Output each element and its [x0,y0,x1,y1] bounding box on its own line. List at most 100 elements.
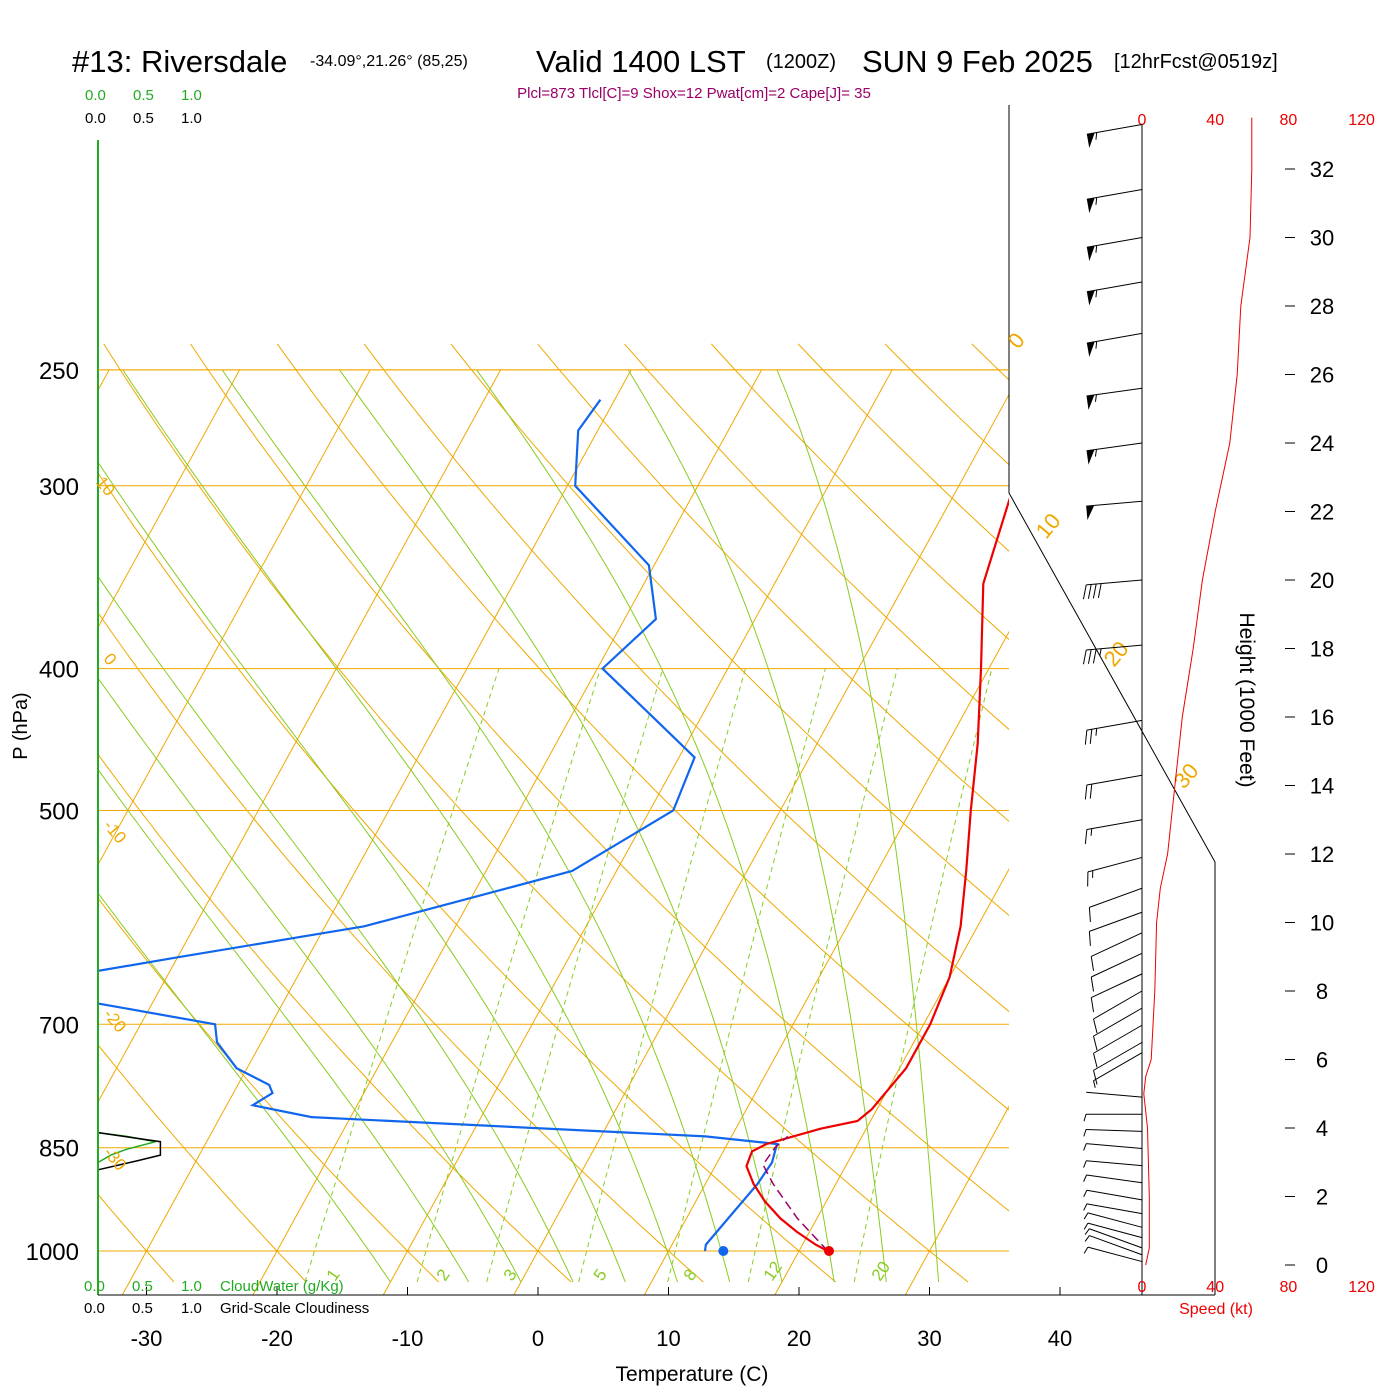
cloud-water-tick-bottom-0: 0.0 [84,1278,105,1295]
y-tick-label: 700 [39,1012,79,1039]
speed-axis-title: Speed (kt) [1179,1301,1253,1318]
dewpoint-profile-line [98,399,779,1252]
wind-barb-shaft [1093,1052,1143,1082]
wind-barb-half-feather [1083,1114,1087,1122]
wind-barb [1090,973,1143,1012]
wind-barb [1082,644,1143,665]
speed-tick-label-top: 120 [1348,112,1375,129]
height-tick-label: 12 [1310,842,1334,867]
mixing-ratio-line [853,668,993,1283]
height-tick-label: 4 [1316,1116,1328,1141]
wind-barb-feather [1084,730,1088,745]
wind-barb [1093,1024,1143,1068]
wind-barb [1083,1160,1143,1168]
height-tick-label: 0 [1316,1253,1328,1278]
dry-adiabat-line [98,1193,175,1283]
wind-barb-shaft [1086,123,1143,135]
wind-barb-half-feather [1083,1160,1087,1168]
moist-adiabat-line [98,461,626,1283]
wind-barb-half-feather [1093,1080,1096,1088]
moist-adiabat-line [776,369,939,1283]
dry-adiabat-line [1319,344,1400,1282]
cloudiness-tick-top-2: 1.0 [181,110,202,127]
mixing-ratio-line [578,668,746,1283]
mixing-ratio-line [486,668,664,1283]
mixing-ratio-label: 5 [590,1266,611,1285]
cloudiness-tick-top-1: 0.5 [133,110,154,127]
height-tick-label: 8 [1316,979,1328,1004]
mixing-ratio-label: 2 [433,1266,454,1285]
moist-adiabat-line [122,369,678,1283]
mixing-ratio-label: 12 [760,1258,786,1284]
dry-adiabat-line [971,343,1009,381]
wind-barb-feather [1088,931,1091,946]
dry-adiabat-line [98,897,439,1283]
wind-barb [1088,887,1143,922]
dry-adiabat-line [103,343,969,1283]
wind-barb-pennant [1086,394,1095,410]
wind-barb-half-feather [1083,1203,1088,1211]
wind-barb-half-feather [1095,245,1098,253]
wind-barb-feather [1093,1036,1098,1051]
wind-barb-shaft [1086,442,1143,452]
wind-barb-half-feather [1095,197,1098,205]
wind-barb-pennant [1086,197,1095,214]
x-tick-label: 20 [787,1326,811,1351]
wind-barb [1086,500,1143,521]
wind-barb-half-feather [1083,1129,1087,1137]
wind-panel: 0246810121416182022242628303200404080801… [1082,112,1375,1296]
dry-adiabat-line [98,1044,307,1283]
wind-barb-shaft [1086,1203,1143,1215]
height-tick-label: 14 [1310,774,1334,799]
moist-adiabat-line [98,677,522,1283]
wind-barb-shaft [1089,1235,1143,1256]
wind-barb-feather [1090,997,1095,1012]
wind-barb-shaft [1086,332,1143,344]
height-tick-label: 26 [1310,363,1334,388]
wind-barb [1087,856,1143,887]
speed-tick-label-bottom: 0 [1138,1279,1147,1296]
x-tick-label: -20 [261,1326,293,1351]
isotherm-line [1166,370,1400,1295]
wind-barb [1086,387,1143,410]
wind-barb-half-feather [1094,449,1097,457]
wind-barb-shaft [1086,387,1143,397]
height-tick-label: 28 [1310,294,1334,319]
cloud-water-tick-bottom-1: 0.5 [132,1278,153,1295]
wind-barb [1084,774,1143,800]
x-axis-title: Temperature (C) [616,1363,769,1386]
dry-adiabat-line [797,343,1009,552]
wind-barb-shaft [1091,932,1143,957]
height-tick-label: 24 [1310,431,1334,456]
wind-barb-shaft [1086,189,1143,200]
wind-barb [1083,1246,1143,1263]
wind-barb [1086,442,1143,465]
isotherm-line [252,369,763,1295]
height-tick-label: 20 [1310,568,1334,593]
isotherm-line [643,630,1009,1295]
wind-barb-shaft [1087,1222,1143,1239]
isotherm-line [904,1105,1009,1295]
valid-date: SUN 9 Feb 2025 [862,44,1093,79]
mixing-ratio-line [667,668,826,1283]
cloud-water-tick-top-2: 1.0 [181,87,202,104]
wind-barb [1083,1128,1143,1137]
wind-barb [1082,579,1143,600]
wind-barb-feather [1093,1018,1098,1034]
wind-barb-shaft [1086,774,1143,786]
height-tick-label: 16 [1310,705,1334,730]
wind-barb-feather [1097,583,1102,598]
wind-barb-shaft [1091,973,1143,998]
wind-barb-half-feather [1099,648,1102,656]
dry-adiabat-line [98,753,572,1283]
station-title: #13: Riversdale [72,44,287,79]
moist-adiabat-line [476,369,835,1283]
wind-barb [1083,1113,1142,1122]
wind-barb-shaft [1086,1160,1143,1167]
wind-speed-line [1143,117,1253,1266]
y-tick-label: 500 [39,798,79,825]
cloud-water-tick-top-1: 0.5 [133,87,154,104]
wind-barb-feather [1089,784,1093,799]
moist-adiabat-line [98,892,391,1283]
